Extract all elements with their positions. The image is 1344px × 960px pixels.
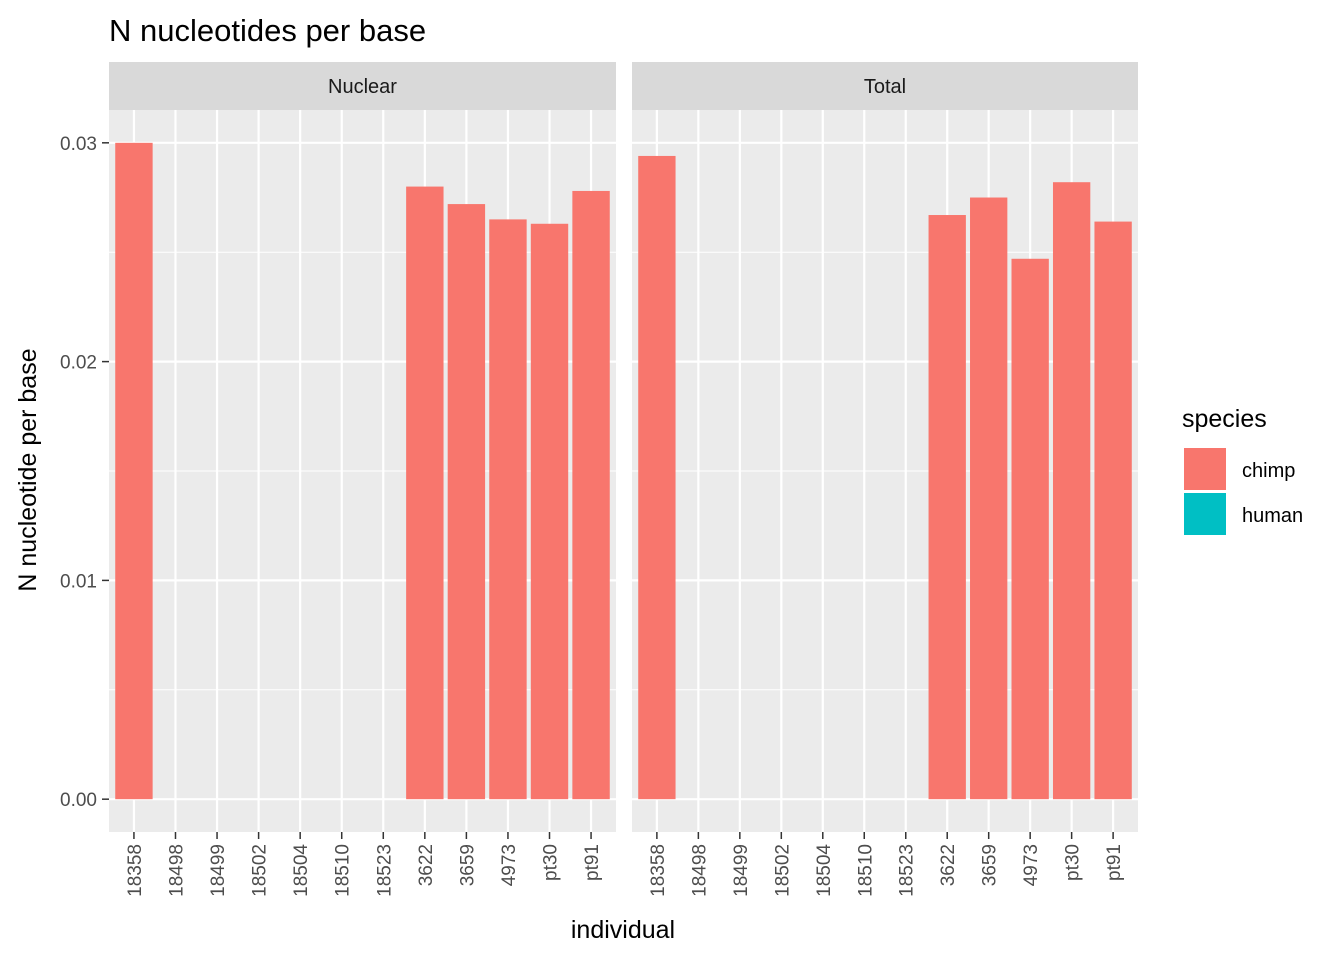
bar-nuclear-4973 [489,219,527,800]
y-tick-label: 0.03 [60,134,97,155]
x-tick-label: 18498 [689,844,710,897]
bar-nuclear-3622 [406,186,444,800]
x-tick-label: 18358 [648,844,669,897]
x-tick-label: 3622 [938,844,959,886]
x-tick-label: 18502 [772,844,793,897]
x-tick-label: 18523 [897,844,918,897]
x-axis-title: individual [571,916,675,944]
facet-strip [632,62,1138,110]
y-tick-label: 0.00 [60,790,97,811]
bar-total-18358 [638,155,676,800]
y-tick-label: 0.01 [60,571,97,592]
bar-total-pt30 [1052,182,1091,800]
legend: species chimp human [1182,405,1303,535]
legend-key-chimp [1184,448,1226,490]
legend-label-chimp: chimp [1242,460,1295,482]
y-axis-title: N nucleotide per base [14,348,42,591]
x-tick-label: 18499 [208,844,229,897]
x-tick-label: 18510 [855,844,876,897]
x-tick-label: pt30 [1063,844,1084,881]
bar-nuclear-pt30 [530,223,569,800]
x-tick-label: 3659 [457,844,478,886]
chart-title: N nucleotides per base [109,13,426,48]
x-tick-label: 3659 [980,844,1001,886]
x-tick-label: 18499 [731,844,752,897]
x-tick-label: 18358 [125,844,146,897]
legend-label-human: human [1242,505,1303,527]
x-tick-label: pt30 [541,844,562,881]
legend-title: species [1182,405,1267,433]
x-tick-label: 18498 [166,844,187,897]
x-tick-label: 4973 [1021,844,1042,886]
bar-total-4973 [1011,258,1049,800]
x-tick-label: pt91 [582,844,603,881]
bar-total-3659 [970,197,1008,800]
x-tick-label: 18502 [250,844,271,897]
bar-nuclear-pt91 [572,190,610,800]
bar-nuclear-3659 [447,204,486,800]
x-tick-label: 18523 [374,844,395,897]
bar-total-pt91 [1094,221,1132,800]
bar-total-3622 [928,215,966,800]
facet-strip [109,62,616,110]
x-tick-label: 3622 [416,844,437,886]
bar-nuclear-18358 [115,142,153,800]
x-tick-label: 18504 [291,844,312,897]
facet-strip-label: Nuclear [328,76,397,98]
x-tick-label: 4973 [499,844,520,886]
legend-key-human [1184,493,1226,535]
x-tick-label: 18504 [814,844,835,897]
facet-strip-label: Total [864,76,906,98]
y-tick-label: 0.02 [60,353,97,374]
x-tick-label: pt91 [1104,844,1125,881]
x-tick-label: 18510 [333,844,354,897]
